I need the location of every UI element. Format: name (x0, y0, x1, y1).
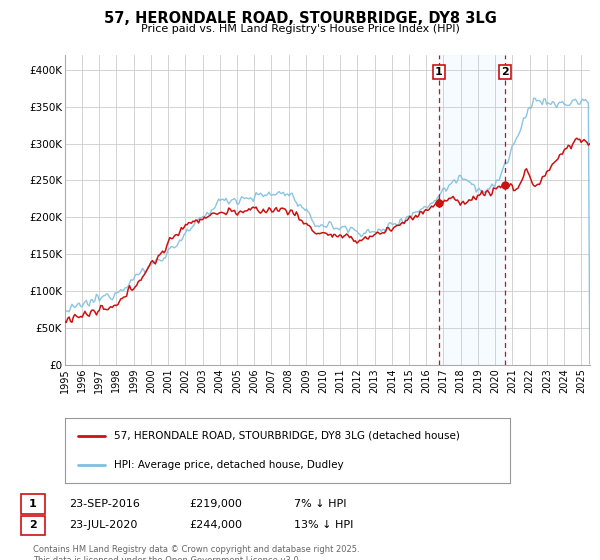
Text: 13% ↓ HPI: 13% ↓ HPI (294, 520, 353, 530)
Text: 7% ↓ HPI: 7% ↓ HPI (294, 499, 347, 509)
Text: 1: 1 (435, 67, 443, 77)
Text: 2: 2 (501, 67, 509, 77)
Text: £244,000: £244,000 (189, 520, 242, 530)
Text: 23-SEP-2016: 23-SEP-2016 (69, 499, 140, 509)
Text: 57, HERONDALE ROAD, STOURBRIDGE, DY8 3LG: 57, HERONDALE ROAD, STOURBRIDGE, DY8 3LG (104, 11, 496, 26)
Text: 57, HERONDALE ROAD, STOURBRIDGE, DY8 3LG (detached house): 57, HERONDALE ROAD, STOURBRIDGE, DY8 3LG… (114, 431, 460, 441)
Text: £219,000: £219,000 (189, 499, 242, 509)
Text: 1: 1 (29, 499, 37, 509)
Text: Contains HM Land Registry data © Crown copyright and database right 2025.
This d: Contains HM Land Registry data © Crown c… (33, 545, 359, 560)
Text: Price paid vs. HM Land Registry's House Price Index (HPI): Price paid vs. HM Land Registry's House … (140, 24, 460, 34)
Text: HPI: Average price, detached house, Dudley: HPI: Average price, detached house, Dudl… (114, 460, 343, 470)
Bar (439, 55, 505, 365)
Text: 23-JUL-2020: 23-JUL-2020 (69, 520, 137, 530)
Text: 2: 2 (29, 520, 37, 530)
